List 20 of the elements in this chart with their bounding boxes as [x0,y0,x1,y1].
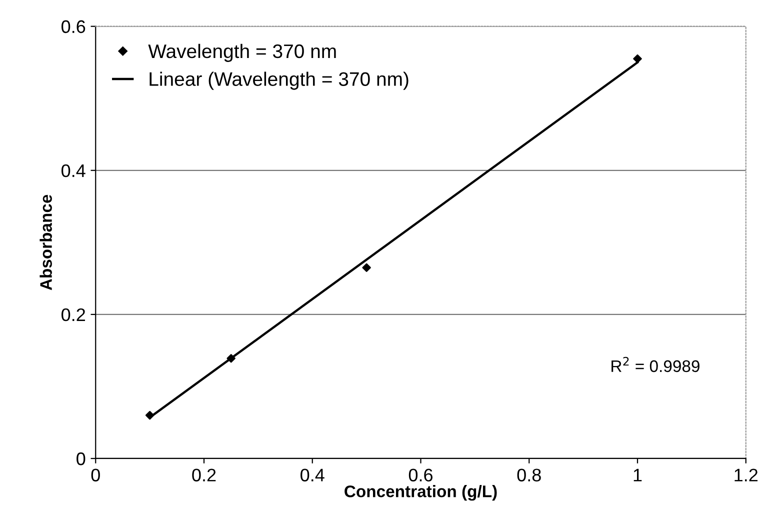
y-tick-label: 0.6 [62,20,86,34]
legend-label: Linear (Wavelength = 370 nm) [150,72,408,90]
y-tick-label: 0.4 [62,164,86,178]
x-axis-title: Concentration (g/L) [344,485,497,501]
x-tick-label: 1 [634,468,642,482]
x-tick-label: 0 [91,468,100,482]
y-tick-label: 0 [76,452,86,466]
point [362,263,371,272]
y-tick-label: 0.2 [62,308,85,322]
x-tick-label: 0.6 [408,468,433,482]
point [633,54,642,64]
annotation: R$^{2}$ = 0.9989 [612,356,700,372]
point [226,354,236,363]
legend-label: Wavelength = 370 nm [148,44,336,62]
y-axis-title: Absorbance [40,194,52,290]
point [145,410,154,420]
x-tick-label: 0.4 [300,468,324,482]
x-tick-label: 1.2 [734,468,758,482]
x-tick-label: 0.2 [192,468,216,482]
x-tick-label: 0.8 [517,468,541,482]
